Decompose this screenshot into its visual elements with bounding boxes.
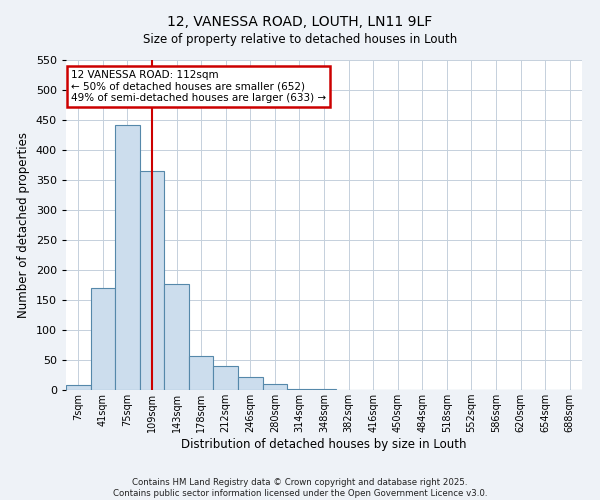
Bar (263, 384, 287, 390)
Bar (287, 389, 312, 390)
Bar (164, 284, 189, 390)
Bar (140, 171, 164, 390)
Text: Contains HM Land Registry data © Crown copyright and database right 2025.
Contai: Contains HM Land Registry data © Crown c… (113, 478, 487, 498)
Text: Size of property relative to detached houses in Louth: Size of property relative to detached ho… (143, 32, 457, 46)
Bar (115, 125, 140, 390)
Bar (189, 356, 214, 390)
Text: 12, VANESSA ROAD, LOUTH, LN11 9LF: 12, VANESSA ROAD, LOUTH, LN11 9LF (167, 15, 433, 29)
Text: 12 VANESSA ROAD: 112sqm
← 50% of detached houses are smaller (652)
49% of semi-d: 12 VANESSA ROAD: 112sqm ← 50% of detache… (71, 70, 326, 103)
Bar (66, 385, 91, 390)
X-axis label: Distribution of detached houses by size in Louth: Distribution of detached houses by size … (181, 438, 467, 451)
Bar (214, 366, 238, 390)
Bar (238, 377, 263, 390)
Bar (91, 288, 115, 390)
Y-axis label: Number of detached properties: Number of detached properties (17, 132, 30, 318)
